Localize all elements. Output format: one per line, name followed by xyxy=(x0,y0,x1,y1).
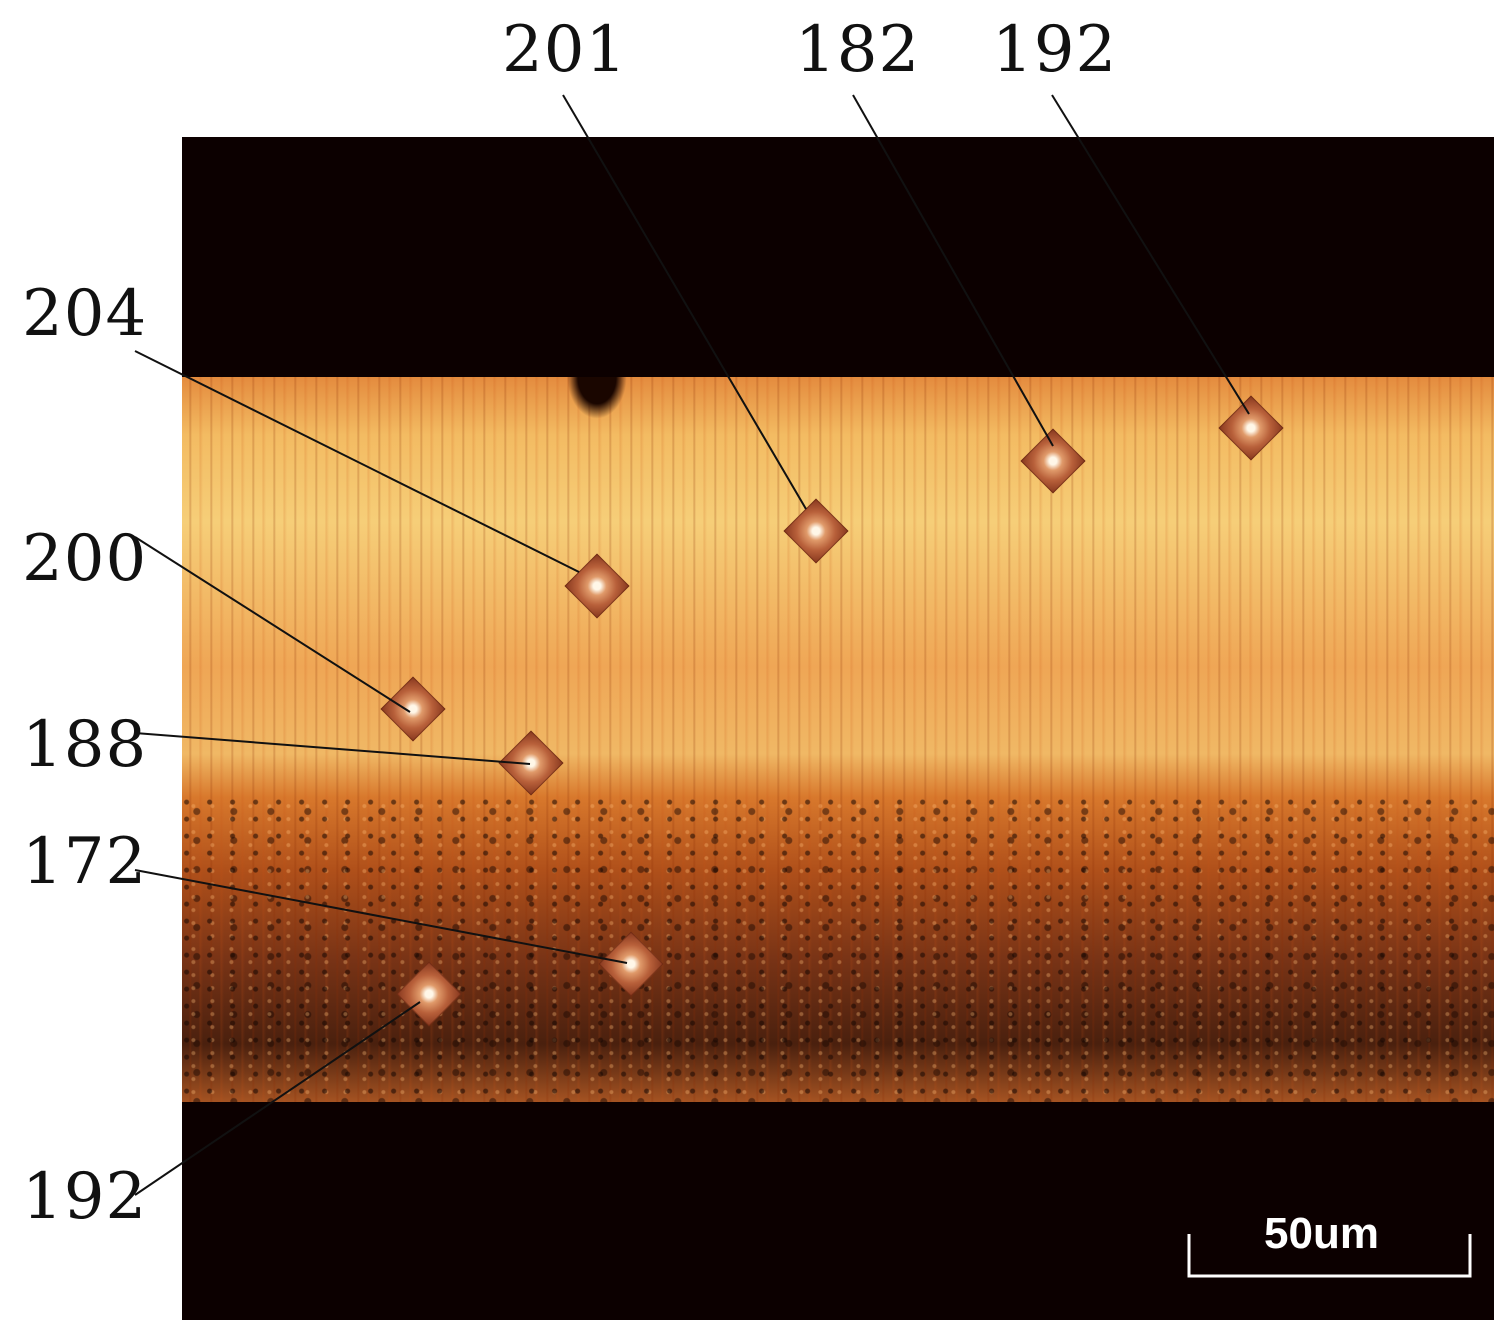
leader-line-188 xyxy=(134,732,531,765)
label-200: 200 xyxy=(22,522,148,596)
leader-line-182 xyxy=(852,94,1054,447)
label-192-top: 192 xyxy=(992,13,1118,87)
leader-line-172 xyxy=(134,869,628,964)
label-192-bottom: 192 xyxy=(22,1160,148,1234)
scale-bar-line xyxy=(1187,1234,1472,1278)
surface-notch xyxy=(567,377,627,419)
leader-line-192-top xyxy=(1051,94,1250,415)
leader-line-200 xyxy=(134,536,411,713)
scale-bar xyxy=(1187,1234,1472,1278)
leader-line-201 xyxy=(562,94,807,510)
label-201: 201 xyxy=(502,13,628,87)
label-204: 204 xyxy=(22,277,148,351)
scale-bar-label: 50um xyxy=(1264,1209,1379,1258)
leader-line-204 xyxy=(134,350,580,573)
label-182: 182 xyxy=(795,13,921,87)
leader-line-192-bottom xyxy=(134,1001,421,1196)
porous-lower-layer xyxy=(182,797,1494,1102)
label-188: 188 xyxy=(22,708,148,782)
micrograph-image xyxy=(182,137,1494,1320)
label-172: 172 xyxy=(22,825,148,899)
